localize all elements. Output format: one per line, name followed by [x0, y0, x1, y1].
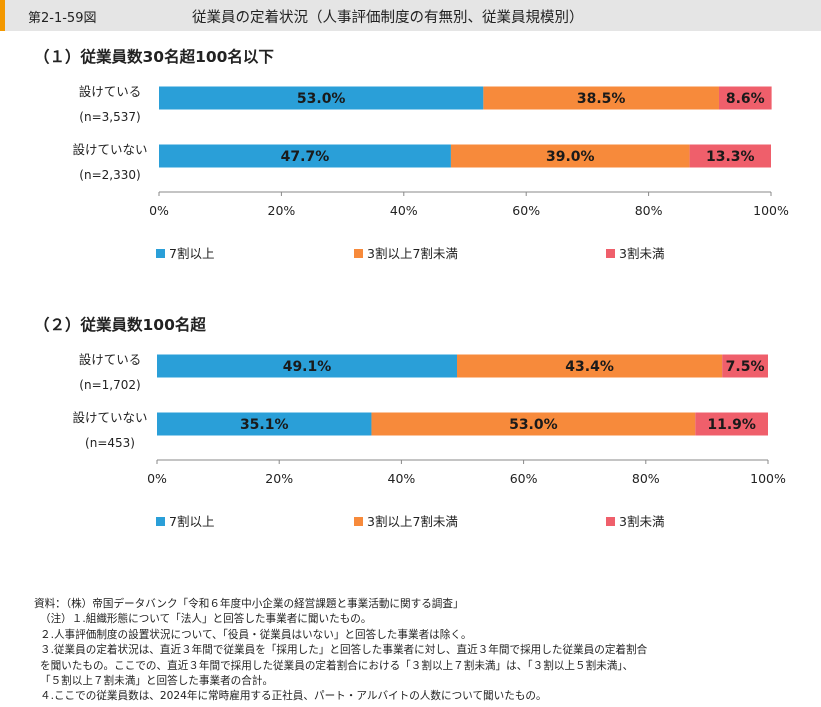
- legend-label: 3割未満: [619, 514, 664, 529]
- data-label: 49.1%: [283, 359, 332, 375]
- note-line: （注）１.組織形態について「法人」と回答した事業者に聞いたもの。: [40, 613, 372, 626]
- x-tick-label: 100%: [750, 471, 786, 486]
- figure-number: 第2-1-59図: [28, 11, 97, 26]
- x-tick-label: 60%: [510, 471, 538, 486]
- legend-label: 3割以上7割未満: [367, 514, 458, 529]
- data-label: 7.5%: [726, 359, 765, 375]
- x-tick-label: 0%: [147, 471, 167, 486]
- legend-swatch: [606, 249, 615, 258]
- figure-title: 従業員の定着状況（人事評価制度の有無別、従業員規模別）: [192, 10, 584, 26]
- category-label: 設けていない: [72, 410, 147, 425]
- bar-segment: [689, 144, 771, 168]
- chart-2: 設けている (n=1,702) 設けていない (n=453) 49.1% 43.4% 7.5…: [72, 352, 786, 529]
- header-accent: [0, 0, 5, 31]
- chart-1: 設けている (n=3,537) 設けていない (n=2,330) 53.0% 38.5% 8…: [72, 84, 789, 261]
- legend-label: 7割以上: [169, 514, 214, 529]
- legend-swatch: [354, 249, 363, 258]
- category-count-label: (n=1,702): [79, 378, 140, 392]
- legend-swatch: [354, 517, 363, 526]
- note-line: を聞いたもの。ここでの、直近３年間で採用した従業員の定着割合における「３割以上７…: [40, 659, 634, 672]
- bar-segment: [159, 144, 451, 168]
- bar-segment: [722, 354, 768, 378]
- note-line: ３.従業員の定着状況は、直近３年間で従業員を「採用した」と回答した事業者に対し、…: [40, 644, 648, 657]
- x-tick-label: 40%: [388, 471, 416, 486]
- legend-swatch: [156, 249, 165, 258]
- legend-swatch: [606, 517, 615, 526]
- category-label: 設けている: [79, 352, 142, 367]
- category-count-label: (n=3,537): [79, 110, 140, 124]
- x-tick-label: 100%: [753, 203, 789, 218]
- x-tick-label: 20%: [265, 471, 293, 486]
- bar-segment: [457, 354, 723, 378]
- data-label: 38.5%: [577, 91, 626, 107]
- x-tick-label: 80%: [632, 471, 660, 486]
- legend-label: 7割以上: [169, 246, 214, 261]
- bar-segment: [159, 86, 484, 110]
- note-line: 「５割以上７割未満」と回答した事業者の合計。: [40, 675, 274, 688]
- data-label: 35.1%: [240, 417, 289, 433]
- data-label: 8.6%: [726, 91, 765, 107]
- bar-segment: [157, 412, 372, 436]
- x-tick-label: 60%: [512, 203, 540, 218]
- chart-2-title: （２）従業員数100名超: [34, 316, 206, 334]
- note-line: 資料：（株）帝国データバンク「令和６年度中小企業の経営課題と事業活動に関する調査…: [34, 598, 464, 610]
- figure-header: 第2-1-59図 従業員の定着状況（人事評価制度の有無別、従業員規模別）: [0, 0, 821, 31]
- note-line: ２.人事評価制度の設置状況について、「役員・従業員はいない」と回答した事業者は除…: [40, 628, 472, 641]
- x-tick-label: 80%: [635, 203, 663, 218]
- x-tick-label: 20%: [268, 203, 296, 218]
- data-label: 43.4%: [565, 359, 614, 375]
- x-tick-label: 40%: [390, 203, 418, 218]
- category-count-label: (n=453): [85, 436, 135, 450]
- legend-swatch: [156, 517, 165, 526]
- bar-segment: [695, 412, 768, 436]
- bar-segment: [483, 86, 719, 110]
- bar-segment: [718, 86, 772, 110]
- legend-label: 3割以上7割未満: [367, 246, 458, 261]
- notes: 資料：（株）帝国データバンク「令和６年度中小企業の経営課題と事業活動に関する調査…: [34, 597, 814, 705]
- note-line: ４.ここでの従業員数は、2024年に常時雇用する正社員、パート・アルバイトの人数…: [40, 690, 547, 703]
- category-label: 設けている: [79, 84, 142, 99]
- bar-segment: [157, 354, 458, 378]
- x-tick-label: 0%: [149, 203, 169, 218]
- data-label: 13.3%: [706, 149, 755, 165]
- category-label: 設けていない: [72, 142, 147, 157]
- data-label: 53.0%: [297, 91, 346, 107]
- data-label: 11.9%: [707, 417, 756, 433]
- data-label: 53.0%: [509, 417, 558, 433]
- bar-segment: [450, 144, 690, 168]
- data-label: 47.7%: [281, 149, 330, 165]
- bar-segment: [371, 412, 696, 436]
- legend-label: 3割未満: [619, 246, 664, 261]
- category-count-label: (n=2,330): [79, 168, 140, 182]
- chart-1-title: （１）従業員数30名超100名以下: [34, 48, 274, 66]
- data-label: 39.0%: [546, 149, 595, 165]
